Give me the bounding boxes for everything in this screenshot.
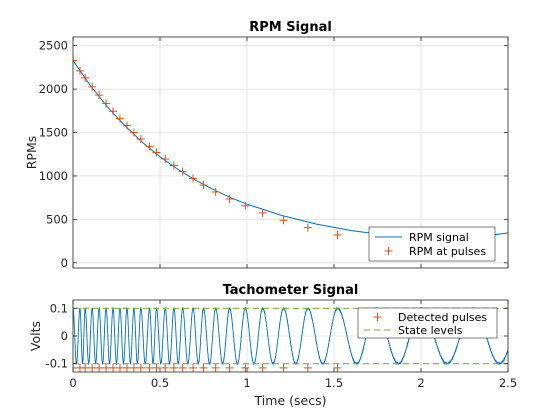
detected-pulse-marker [279,363,288,372]
x-tick-label: 1 [243,376,250,390]
detected-pulse-marker [129,363,138,372]
detected-pulse-marker [169,363,178,372]
detected-pulse-marker [81,363,90,372]
detected-pulse-marker [152,363,161,372]
rpm-pulse-marker [88,82,97,91]
y-tick-label: 0 [61,256,68,270]
detected-pulse-marker [145,363,154,372]
y-tick-label: -0.1 [46,357,68,371]
legend-label: RPM signal [409,231,469,244]
detected-pulse-marker [73,363,77,372]
rpm-pulse-marker [189,174,198,183]
rpm-pulse-marker [178,167,187,176]
legend-label: Detected pulses [398,311,487,324]
detected-pulse-marker [225,363,234,372]
rpm-pulse-marker [95,91,104,100]
rpm-pulse-marker [161,155,170,164]
rpm-pulse-marker [73,56,77,65]
x-tick-label: 1.5 [325,376,343,390]
rpm-pulse-marker [81,73,90,82]
legend-box [357,307,498,339]
detected-pulse-marker [199,363,208,372]
rpm-pulse-marker [145,142,154,151]
x-tick-label: 0.5 [151,376,169,390]
detected-pulse-marker [258,363,267,372]
detected-pulse-marker [211,363,220,372]
detected-pulse-marker [102,363,111,372]
legend-marker-sample [373,313,382,321]
detected-pulse-marker [303,363,312,372]
detected-pulse-marker [241,363,250,372]
rpm-pulse-marker [122,121,131,130]
detected-pulse-marker [88,363,97,372]
detected-pulse-marker [95,363,104,372]
rpm-pulse-marker [333,231,342,239]
detected-pulse-marker [189,363,198,372]
chart-title: Tachometer Signal [223,283,359,298]
y-tick-label: 2000 [39,82,68,96]
rpm-pulse-marker [211,188,220,197]
y-axis-label: RPMs [24,136,39,170]
y-tick-label: 1500 [39,126,68,140]
x-axis-label: Time (secs) [254,393,327,408]
y-axis-label: Volts [28,321,43,351]
x-tick-label: 2 [417,376,424,390]
legend-label: RPM at pulses [409,245,486,258]
y-tick-label: 1000 [39,169,68,183]
rpm-pulse-marker [279,216,288,225]
detected-pulse-marker [122,363,131,372]
detected-pulse-marker [161,363,170,372]
rpm-pulse-marker [75,66,84,75]
rpm-pulse-marker [152,148,161,157]
y-tick-label: 0 [61,329,68,343]
y-tick-label: 0.1 [50,301,68,315]
axes-box [72,36,509,269]
rpm-pulse-marker [115,114,124,123]
rpm-pulse-marker [169,161,178,170]
rpm-axes: 0 500 1000 1500 2000 2500 RPM Signal RPMs RPM si… [24,20,509,270]
detected-pulse-marker [136,363,145,372]
rpm-pulse-marker [258,208,267,217]
rpm-pulse-marker [136,135,145,144]
x-tick-label: 0 [69,376,76,390]
chart-title: RPM Signal [249,20,332,35]
rpm-pulse-marker [303,223,312,232]
rpm-pulse-marker [109,107,118,116]
legend-box [368,226,496,262]
rpm-pulse-marker [102,99,111,108]
rpm-pulse-marker [199,181,208,190]
legend-label: State levels [398,324,463,337]
y-tick-label: 500 [46,212,68,226]
rpm-pulse-marker [225,194,234,203]
detected-pulse-marker [109,363,118,372]
rpm-pulse-marker [129,128,138,137]
detected-pulse-marker [115,363,124,372]
x-tick-label: 2.5 [499,376,517,390]
rpm-pulse-marker [241,201,250,210]
y-tick-label: 2500 [39,39,68,53]
legend-marker-sample [384,247,393,255]
detected-pulse-marker [178,363,187,372]
detected-pulse-marker [333,363,342,372]
